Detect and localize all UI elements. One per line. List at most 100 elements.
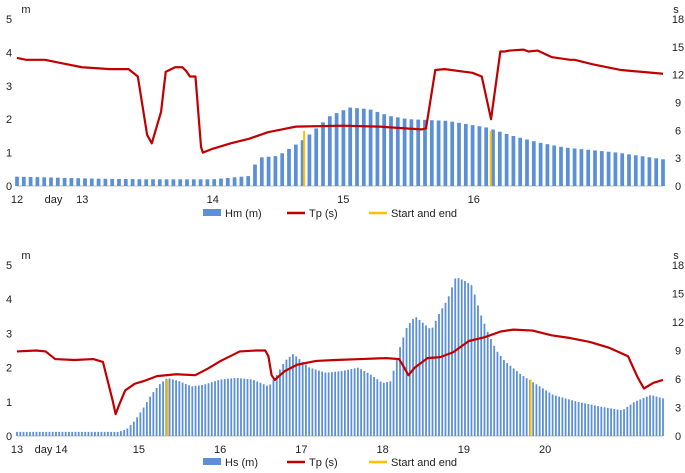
bottom-bar: [496, 351, 499, 436]
top-bar: [253, 164, 257, 186]
top-left-tick-label: 5: [6, 14, 12, 26]
bottom-bar: [81, 431, 83, 436]
bottom-bar: [84, 431, 87, 436]
bottom-bar: [87, 431, 90, 436]
bottom-bar: [90, 431, 93, 436]
bottom-bar: [29, 431, 31, 436]
bottom-bar: [158, 384, 161, 436]
bottom-left-tick-label: 4: [6, 294, 12, 306]
bottom-legend-bar-swatch: [203, 458, 221, 465]
bottom-bar: [382, 382, 385, 436]
bottom-bar: [619, 410, 622, 436]
bottom-bar: [162, 381, 164, 436]
bottom-bar: [369, 374, 372, 436]
bottom-bar: [136, 417, 139, 436]
top-bar: [219, 178, 223, 186]
top-bar: [69, 178, 74, 186]
top-bar: [42, 177, 47, 186]
bottom-bar: [558, 396, 561, 436]
top-bar: [212, 179, 217, 186]
bottom-bar: [405, 328, 408, 436]
bottom-bar: [327, 372, 330, 436]
bottom-bar: [324, 372, 327, 436]
top-bar: [497, 131, 502, 186]
bottom-bar: [509, 365, 512, 436]
bottom-x-tick-label: day 14: [35, 444, 68, 456]
bottom-bar: [363, 371, 366, 436]
bottom-bar: [480, 315, 483, 436]
top-bar: [76, 178, 81, 186]
bottom-bar: [490, 338, 492, 436]
top-bar: [83, 178, 87, 186]
bottom-left-tick-label: 5: [6, 260, 12, 272]
bottom-bar: [629, 404, 632, 436]
bottom-bar: [447, 296, 450, 436]
top-bar: [239, 176, 244, 186]
bottom-bar: [311, 368, 314, 436]
top-bar: [171, 179, 176, 186]
top-bar: [348, 107, 353, 186]
bottom-legend-line-label: Tp (s): [309, 457, 338, 469]
bottom-bar: [535, 384, 538, 436]
top-bar: [110, 178, 115, 186]
bottom-bar: [564, 398, 567, 436]
top-bar: [103, 178, 108, 186]
top-bar: [491, 129, 495, 186]
bottom-bar: [512, 368, 515, 436]
top-bar: [355, 108, 359, 186]
bottom-bar: [32, 431, 35, 436]
bottom-bar: [110, 431, 113, 436]
top-bar: [341, 110, 346, 186]
top-right-unit: s: [673, 4, 679, 16]
top-bar: [49, 177, 53, 186]
top-bar: [429, 120, 434, 186]
bottom-bar: [223, 379, 226, 436]
top-bar: [287, 148, 291, 186]
bottom-bar: [567, 399, 570, 436]
bottom-bar: [467, 283, 470, 436]
bottom-right-tick-label: 15: [672, 289, 684, 301]
bottom-bar: [113, 431, 116, 436]
top-bar: [55, 177, 60, 186]
bottom-bar: [233, 378, 236, 436]
bottom-bar: [145, 402, 148, 436]
top-bar: [117, 178, 121, 186]
bottom-bar: [454, 278, 457, 436]
bottom-bar: [655, 396, 658, 436]
top-bar: [409, 119, 414, 186]
bottom-bar: [308, 367, 311, 436]
top-bar: [423, 119, 427, 186]
top-bar: [300, 140, 305, 186]
bottom-bar: [551, 394, 554, 436]
top-bar: [293, 144, 298, 186]
bottom-bar: [214, 381, 216, 436]
bottom-bar: [51, 431, 54, 436]
bottom-bar: [493, 345, 496, 436]
top-bar: [402, 118, 407, 186]
bottom-bar: [639, 399, 642, 436]
top-bar: [89, 178, 94, 186]
bottom-x-tick-label: 18: [377, 444, 389, 456]
bottom-bar: [464, 281, 466, 436]
bottom-bar: [577, 401, 580, 436]
bottom-bar: [116, 431, 119, 436]
top-bar: [395, 117, 400, 186]
top-bar: [593, 150, 597, 186]
bottom-bar: [415, 317, 418, 436]
bottom-bar: [503, 359, 505, 436]
bottom-bar: [259, 382, 262, 436]
bottom-bar: [600, 406, 603, 436]
bottom-bar: [197, 385, 200, 436]
bottom-bar: [246, 379, 249, 436]
bottom-left-tick-label: 1: [6, 397, 12, 409]
bottom-bar: [38, 431, 41, 436]
top-bar: [579, 149, 584, 186]
top-bar: [259, 157, 264, 186]
bottom-bar: [178, 381, 181, 436]
top-bar: [463, 123, 468, 186]
bottom-bar: [184, 383, 187, 436]
bottom-bar: [249, 379, 252, 436]
bottom-bar: [321, 371, 324, 436]
bottom-bar: [171, 379, 174, 436]
